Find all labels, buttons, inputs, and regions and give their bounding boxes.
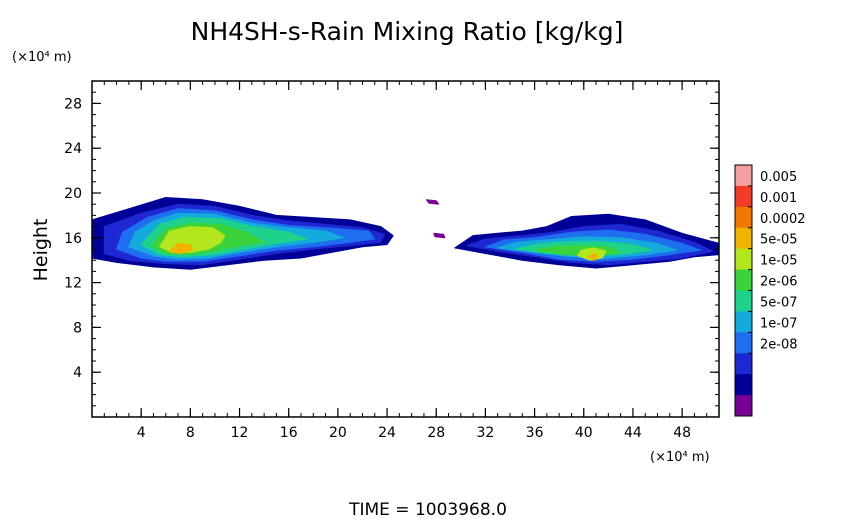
y-tick-label: 4 — [73, 365, 82, 381]
x-tick-label: 28 — [427, 425, 445, 441]
y-tick-label: 12 — [64, 276, 82, 292]
colorbar-swatch — [735, 269, 752, 291]
x-tick-label: 48 — [673, 425, 691, 441]
colorbar-swatch — [735, 311, 752, 333]
y-unit-label: (×10⁴ m) — [12, 50, 72, 65]
x-tick-label: 16 — [280, 425, 298, 441]
y-tick-label: 16 — [64, 231, 82, 247]
y-tick-label: 28 — [64, 96, 82, 112]
colorbar-label: 2e-06 — [760, 275, 798, 290]
colorbar-label: 1e-05 — [760, 254, 798, 269]
time-annotation: TIME = 1003968.0 — [348, 500, 507, 519]
colorbar-swatch — [735, 353, 752, 375]
colorbar: 0.005 0.001 0.0002 5e-05 1e-05 2e-06 5e-07 1e-0… — [734, 164, 806, 417]
x-unit-label: (×10⁴ m) — [650, 450, 710, 465]
y-axis-label: Height — [30, 219, 52, 282]
x-tick-label: 24 — [378, 425, 396, 441]
colorbar-label: 5e-05 — [760, 233, 798, 248]
colorbar-swatch — [735, 332, 752, 354]
x-tick-label: 12 — [231, 425, 249, 441]
colorbar-swatch — [735, 227, 752, 250]
contour-fill-area — [92, 197, 719, 270]
colorbar-label: 0.0002 — [760, 212, 806, 227]
colorbar-swatch — [735, 374, 752, 396]
colorbar-label: 1e-07 — [760, 316, 798, 331]
chart-title: NH4SH-s-Rain Mixing Ratio [kg/kg] — [191, 17, 624, 46]
y-tick-label: 8 — [73, 320, 82, 336]
right-cloud-level-8 — [587, 253, 599, 261]
y-tick-label: 20 — [64, 186, 82, 202]
colorbar-swatch — [735, 185, 752, 208]
colorbar-swatch — [735, 248, 752, 271]
x-tick-label: 20 — [329, 425, 347, 441]
x-tick-label: 8 — [186, 425, 195, 441]
colorbar-label: 0.001 — [760, 191, 797, 206]
x-tick-label: 40 — [575, 425, 593, 441]
fragment-level-0 — [425, 199, 440, 205]
colorbar-label: 2e-08 — [760, 337, 798, 352]
fragment-level-0 — [433, 232, 446, 239]
colorbar-swatch — [735, 165, 752, 187]
x-tick-label: 36 — [526, 425, 544, 441]
colorbar-swatch — [735, 290, 752, 312]
colorbar-swatch — [735, 395, 752, 417]
left-cloud-level-8 — [169, 242, 194, 254]
colorbar-label: 5e-07 — [760, 295, 798, 310]
colorbar-swatch — [735, 206, 752, 229]
x-tick-label: 44 — [624, 425, 642, 441]
x-tick-label: 32 — [476, 425, 494, 441]
y-tick-label: 24 — [64, 141, 82, 157]
colorbar-label: 0.005 — [760, 170, 797, 185]
x-tick-label: 4 — [137, 425, 146, 441]
